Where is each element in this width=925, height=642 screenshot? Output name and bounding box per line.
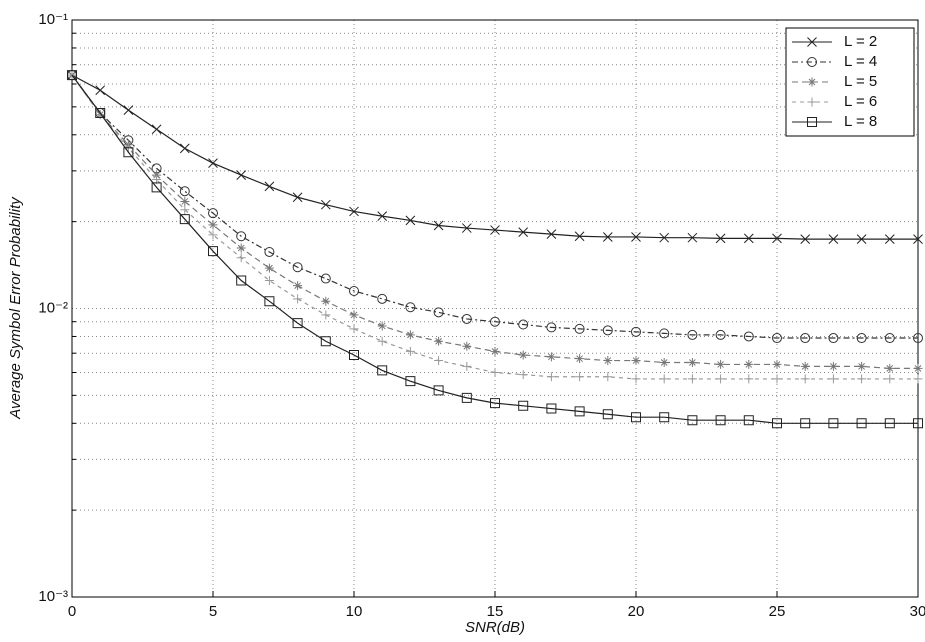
marker bbox=[857, 362, 866, 371]
legend-label: L = 6 bbox=[844, 93, 877, 110]
marker bbox=[378, 321, 387, 330]
marker bbox=[152, 125, 161, 134]
marker bbox=[914, 364, 923, 373]
x-tick-label: 30 bbox=[910, 603, 925, 620]
marker bbox=[519, 350, 528, 359]
y-tick-label: 10⁻¹ bbox=[38, 11, 68, 28]
x-axis-label: SNR(dB) bbox=[465, 619, 525, 636]
marker bbox=[462, 362, 471, 371]
marker bbox=[660, 358, 669, 367]
x-tick-label: 25 bbox=[769, 603, 786, 620]
x-tick-label: 20 bbox=[628, 603, 645, 620]
marker bbox=[519, 370, 528, 379]
marker bbox=[575, 372, 584, 381]
marker bbox=[96, 86, 105, 95]
marker bbox=[829, 362, 838, 371]
marker bbox=[857, 374, 866, 383]
marker bbox=[801, 374, 810, 383]
legend-label: L = 5 bbox=[844, 73, 877, 90]
marker bbox=[265, 264, 274, 273]
x-tick-label: 0 bbox=[68, 603, 76, 620]
marker bbox=[491, 347, 500, 356]
marker bbox=[434, 356, 443, 365]
marker bbox=[462, 342, 471, 351]
marker bbox=[688, 358, 697, 367]
marker bbox=[321, 274, 330, 283]
marker bbox=[632, 356, 641, 365]
chart: SNR(dB) Average Symbol Error Probability… bbox=[0, 0, 925, 637]
x-tick-label: 10 bbox=[346, 603, 363, 620]
marker bbox=[829, 374, 838, 383]
legend-label: L = 4 bbox=[844, 53, 877, 70]
marker bbox=[237, 171, 246, 180]
marker bbox=[885, 364, 894, 373]
x-tick-label: 15 bbox=[487, 603, 504, 620]
marker bbox=[180, 144, 189, 153]
marker bbox=[603, 372, 612, 381]
marker bbox=[378, 337, 387, 346]
marker bbox=[293, 281, 302, 290]
marker bbox=[321, 310, 330, 319]
marker bbox=[406, 347, 415, 356]
x-tick-label: 5 bbox=[209, 603, 217, 620]
legend: L = 2 L = 4 L = 5 L = 6 L = 8 bbox=[786, 28, 914, 136]
marker bbox=[801, 362, 810, 371]
marker bbox=[575, 354, 584, 363]
marker bbox=[632, 374, 641, 383]
marker bbox=[434, 337, 443, 346]
marker bbox=[716, 374, 725, 383]
marker bbox=[547, 372, 556, 381]
marker bbox=[237, 253, 246, 262]
y-axis-label: Average Symbol Error Probability bbox=[7, 196, 24, 420]
marker bbox=[350, 324, 359, 333]
marker bbox=[265, 182, 274, 191]
marker bbox=[293, 294, 302, 303]
marker bbox=[773, 360, 782, 369]
y-tick-label: 10⁻³ bbox=[38, 588, 68, 605]
marker bbox=[180, 187, 189, 196]
marker bbox=[293, 193, 302, 202]
marker bbox=[660, 374, 669, 383]
marker bbox=[378, 294, 387, 303]
legend-label: L = 8 bbox=[844, 113, 877, 130]
marker bbox=[688, 374, 697, 383]
marker bbox=[237, 244, 246, 253]
marker bbox=[885, 374, 894, 383]
marker bbox=[773, 374, 782, 383]
marker bbox=[914, 374, 923, 383]
marker bbox=[350, 310, 359, 319]
marker bbox=[744, 360, 753, 369]
y-tick-label: 10⁻² bbox=[38, 299, 68, 316]
marker bbox=[716, 360, 725, 369]
marker bbox=[321, 200, 330, 209]
marker bbox=[491, 368, 500, 377]
marker bbox=[406, 330, 415, 339]
marker bbox=[321, 297, 330, 306]
marker bbox=[603, 356, 612, 365]
marker bbox=[744, 374, 753, 383]
legend-label: L = 2 bbox=[844, 33, 877, 50]
